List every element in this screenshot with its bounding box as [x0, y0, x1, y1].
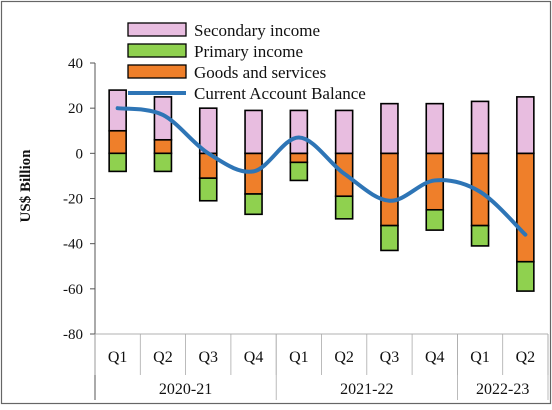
bar-primary-income — [334, 195, 354, 220]
y-tick-label: -80 — [63, 327, 83, 343]
bar-primary-income — [289, 161, 309, 182]
x-tick-label: Q2 — [334, 349, 354, 366]
bar-primary-income — [516, 260, 535, 292]
bar-secondary-income — [289, 109, 309, 155]
x-tick-label: Q3 — [380, 349, 400, 366]
group-label: 2022-23 — [476, 381, 529, 398]
legend-label-primary-income: Primary income — [194, 42, 303, 61]
x-tick-label: Q2 — [516, 349, 536, 366]
bar-goods-and-services — [108, 129, 127, 155]
bar-primary-income — [153, 152, 173, 173]
y-tick-label: 20 — [68, 101, 83, 117]
bar-secondary-income — [516, 96, 535, 155]
bar-secondary-income — [380, 102, 399, 155]
bar-goods-and-services — [380, 152, 399, 227]
bar-secondary-income — [334, 109, 354, 155]
bar-goods-and-services — [516, 152, 535, 263]
bar-goods-and-services — [289, 152, 309, 164]
x-tick-label: Q1 — [108, 349, 128, 366]
group-label: 2020-21 — [159, 381, 212, 398]
legend-label-current-account-balance: Current Account Balance — [194, 84, 366, 103]
y-tick-label: 40 — [68, 56, 83, 72]
current-account-balance-line — [115, 106, 528, 237]
x-tick-label: Q1 — [470, 349, 490, 366]
bar-primary-income — [380, 224, 399, 252]
group-label: 2021-22 — [340, 381, 393, 398]
x-tick-label: Q3 — [198, 349, 218, 366]
legend-label-secondary-income: Secondary income — [194, 21, 320, 40]
x-tick-label: Q1 — [289, 349, 309, 366]
bar-secondary-income — [244, 109, 263, 155]
bar-secondary-income — [425, 102, 445, 155]
bar-primary-income — [198, 177, 218, 202]
bar-secondary-income — [470, 100, 490, 155]
legend-label-goods-and-services: Goods and services — [194, 63, 326, 82]
bar-primary-income — [425, 208, 445, 231]
x-tick-label: Q2 — [153, 349, 173, 366]
bar-primary-income — [108, 152, 127, 173]
legend-swatch-primary-income — [127, 43, 187, 58]
y-tick-label: -40 — [63, 237, 83, 253]
y-tick-label: -20 — [63, 192, 83, 208]
legend-swatch-goods-and-services — [127, 64, 187, 79]
y-tick-label: -60 — [63, 282, 83, 298]
x-tick-label: Q4 — [244, 349, 264, 366]
x-tick-label: Q4 — [425, 349, 445, 366]
bar-goods-and-services — [153, 138, 173, 155]
legend-swatch-secondary-income — [127, 22, 187, 37]
bar-primary-income — [470, 224, 490, 247]
y-tick-label: 0 — [76, 146, 84, 162]
bar-primary-income — [244, 193, 263, 216]
y-axis-label: US$ Billion — [18, 149, 34, 223]
